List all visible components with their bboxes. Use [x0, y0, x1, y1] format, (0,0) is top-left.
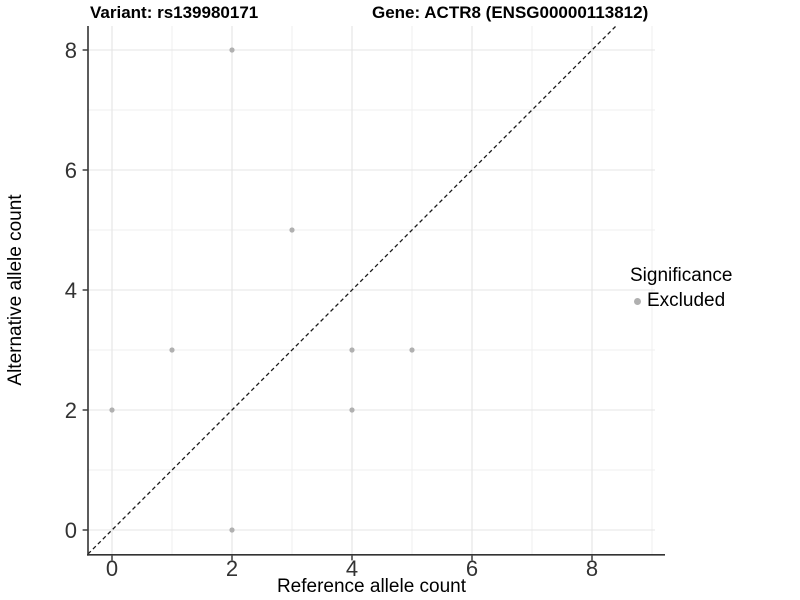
- data-point: [169, 347, 175, 353]
- data-point: [229, 47, 235, 53]
- x-tick-label: 2: [226, 556, 238, 581]
- y-tick-label: 6: [65, 158, 77, 183]
- y-tick-label: 2: [65, 398, 77, 423]
- x-tick-label: 0: [106, 556, 118, 581]
- plot-title-gene: Gene: ACTR8 (ENSG00000113812): [372, 3, 649, 22]
- x-tick-label: 8: [586, 556, 598, 581]
- x-tick-label: 6: [466, 556, 478, 581]
- data-point: [349, 347, 355, 353]
- data-point: [349, 407, 355, 413]
- legend-title: Significance: [630, 265, 733, 286]
- data-point: [229, 527, 235, 533]
- data-point: [289, 227, 295, 233]
- legend-item-excluded: Excluded: [630, 290, 732, 312]
- y-axis-title: Alternative allele count: [5, 194, 26, 386]
- excluded-point-icon: [634, 297, 641, 305]
- x-tick-label: 4: [346, 556, 358, 581]
- y-tick-label: 0: [65, 518, 77, 543]
- legend-item-label: Excluded: [647, 290, 726, 311]
- plot-title-variant: Variant: rs139980171: [90, 3, 259, 22]
- data-point: [409, 347, 415, 353]
- data-point: [109, 407, 115, 413]
- x-axis-title: Reference allele count: [276, 576, 467, 597]
- identity-line: [87, 25, 617, 555]
- y-tick-label: 4: [65, 278, 77, 303]
- legend: Significance Excluded: [630, 265, 732, 312]
- y-tick-label: 8: [65, 38, 77, 63]
